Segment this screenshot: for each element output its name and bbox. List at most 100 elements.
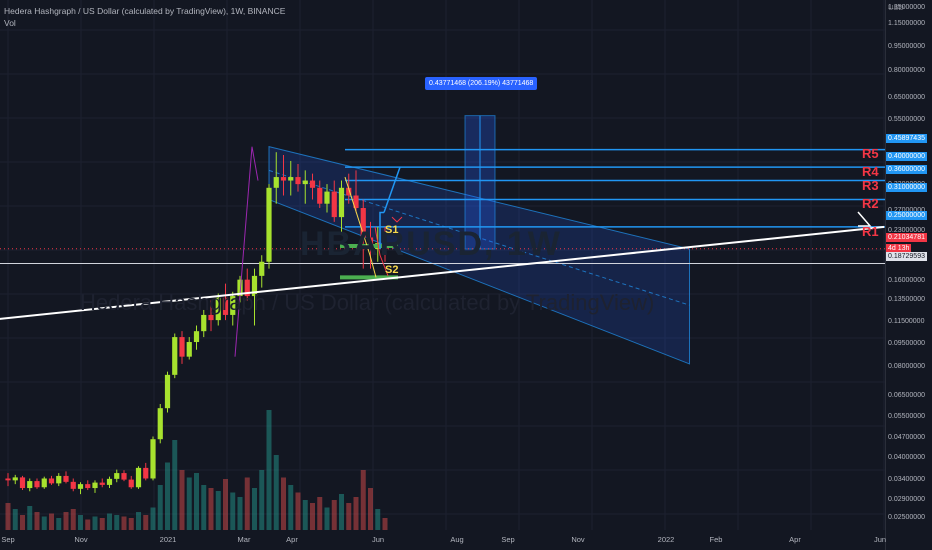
candle-body <box>34 481 40 488</box>
y-tick-label: 0.08000000 <box>888 363 925 370</box>
impulse-line <box>234 146 259 357</box>
price-axis-label: 0.45897435 <box>886 134 927 143</box>
chart-title: Hedera Hashgraph / US Dollar (calculated… <box>4 6 286 16</box>
volume-bar <box>266 410 272 530</box>
trend-line <box>0 225 885 320</box>
volume-bar <box>201 485 207 530</box>
projection-label: 0.43771468 (206.19%) 43771468 <box>425 77 538 90</box>
volume-bar <box>20 515 25 530</box>
candle-body <box>324 191 330 204</box>
path-line <box>344 176 377 278</box>
resistance-label-r5: R5 <box>862 146 879 161</box>
candle-body <box>157 408 163 440</box>
x-tick-label: Sep <box>501 535 515 544</box>
candle-body <box>70 481 76 489</box>
candle-body <box>164 374 171 409</box>
price-axis-label: 0.36000000 <box>886 165 927 174</box>
price-axis[interactable] <box>885 0 932 550</box>
volume-bar <box>273 455 279 530</box>
price-axis-label: 0.40000000 <box>886 152 927 161</box>
x-tick-label: Aug <box>450 535 464 544</box>
y-tick-label: 0.04000000 <box>888 454 925 461</box>
candle-body <box>77 484 84 489</box>
y-tick-label: 0.02500000 <box>888 514 925 521</box>
volume-bar <box>5 503 11 530</box>
volume-bar <box>339 494 344 530</box>
candle-body <box>186 342 192 357</box>
volume-bar <box>368 488 373 530</box>
resistance-label-r2: R2 <box>862 196 879 211</box>
volume-bar <box>223 479 228 530</box>
currency-label: USD <box>888 3 904 12</box>
candle-body <box>135 467 142 488</box>
volume-bar <box>114 515 120 530</box>
volume-bar <box>165 462 170 530</box>
volume-bar <box>194 473 199 530</box>
candle-body <box>208 314 214 321</box>
volume-indicator-label[interactable]: Vol <box>4 18 16 28</box>
y-tick-label: 0.13500000 <box>888 296 925 303</box>
chart-watermark: Hedera Hashgraph / US Dollar (calculated… <box>80 290 655 315</box>
volume-bar <box>12 509 18 530</box>
volume-bar <box>41 516 47 530</box>
volume-bar <box>27 506 33 530</box>
y-tick-label: 0.02900000 <box>888 496 925 503</box>
path-line <box>374 226 389 277</box>
y-tick-label: 0.03400000 <box>888 476 925 483</box>
candle-body <box>99 482 105 485</box>
candle-body <box>121 473 127 480</box>
x-tick-label: Feb <box>709 535 723 544</box>
candle-body <box>215 297 221 321</box>
candle-body <box>346 187 352 196</box>
candle-body <box>353 195 359 209</box>
volume-bar <box>78 515 83 530</box>
volume-bar <box>244 477 250 530</box>
candle-body <box>317 187 323 204</box>
candle-body <box>106 478 113 485</box>
candle-body <box>302 180 308 185</box>
candle-body <box>92 482 98 489</box>
x-tick-label: Sep <box>1 535 15 544</box>
volume-bar <box>157 485 163 530</box>
volume-bar <box>259 470 265 530</box>
volume-bar <box>70 509 76 530</box>
chart-watermark-symbol: HBARUSD, 1W <box>300 225 562 263</box>
y-tick-label: 0.65000000 <box>888 94 925 101</box>
price-axis-label: 0.25000000 <box>886 211 927 220</box>
trend-arrow-head <box>857 211 872 227</box>
volume-bar <box>186 477 192 530</box>
volume-bar <box>331 500 337 530</box>
y-tick-label: 1.15000000 <box>888 20 925 27</box>
candle-body <box>237 279 243 297</box>
resistance-label-r1: R1 <box>862 224 879 239</box>
x-tick-label: 2021 <box>159 535 177 544</box>
candle-body <box>309 180 316 188</box>
volume-bar <box>56 518 62 530</box>
volume-bar <box>237 497 243 530</box>
y-tick-label: 0.27000000 <box>888 207 925 214</box>
y-tick-label: 0.04700000 <box>888 434 925 441</box>
y-tick-label: 0.95000000 <box>888 43 925 50</box>
y-tick-label: 1.35000000 <box>888 4 925 11</box>
support-label-s1: S1 <box>385 224 399 236</box>
candle-body <box>295 177 301 185</box>
y-tick-label: 0.06500000 <box>888 392 925 399</box>
volume-bar <box>150 507 156 530</box>
price-axis-label: 4d 13h <box>886 244 912 253</box>
candle-body <box>230 296 236 315</box>
resistance-label-r3: R3 <box>862 178 879 193</box>
price-axis-label: 0.31000000 <box>886 183 927 192</box>
candle-body <box>338 187 345 218</box>
volume-bar <box>215 491 221 530</box>
candle-body <box>179 337 185 357</box>
x-tick-label: Nov <box>571 535 585 544</box>
volume-bar <box>310 503 315 530</box>
y-tick-label: 0.11500000 <box>888 318 925 325</box>
y-tick-label: 0.05500000 <box>888 413 925 420</box>
volume-bar <box>49 513 54 530</box>
volume-bar <box>99 518 105 530</box>
volume-bar <box>92 516 98 530</box>
candle-body <box>27 481 33 489</box>
candle-body <box>12 477 18 481</box>
